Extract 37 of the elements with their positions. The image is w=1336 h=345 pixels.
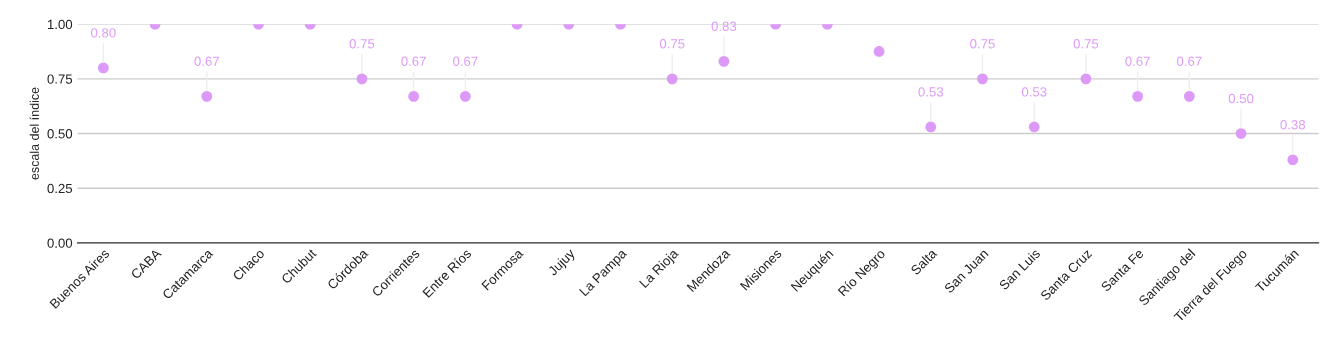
data-label: 0.75 xyxy=(1073,39,1099,49)
data-label: 0.67 xyxy=(401,56,426,66)
point xyxy=(1235,128,1247,139)
y-tick-label: 0.50 xyxy=(47,129,73,139)
data-label: 0.53 xyxy=(918,87,944,97)
data-label: 0.67 xyxy=(453,56,478,66)
data-label: 0.83 xyxy=(711,21,737,31)
point xyxy=(1080,73,1092,85)
point xyxy=(1183,90,1195,102)
point xyxy=(97,62,109,74)
point xyxy=(1028,121,1040,133)
point xyxy=(977,73,988,85)
y-axis-title: escala del índice xyxy=(29,87,39,180)
point xyxy=(666,73,678,85)
data-label: 0.80 xyxy=(91,28,116,38)
y-tick-label: 0.75 xyxy=(47,74,73,84)
point xyxy=(925,121,937,133)
y-tick-label: 0.00 xyxy=(47,238,73,248)
point xyxy=(459,90,471,102)
y-tick-label: 0.25 xyxy=(47,183,73,194)
data-label: 0.75 xyxy=(349,39,375,49)
data-label: 0.53 xyxy=(1021,87,1047,97)
x-tick-label: San Luis xyxy=(998,248,1041,291)
data-label: 0.75 xyxy=(659,39,685,49)
data-label: 0.50 xyxy=(1228,93,1254,104)
point xyxy=(873,46,885,57)
data-label: 0.38 xyxy=(1280,120,1306,130)
data-label: 0.67 xyxy=(194,56,219,66)
point xyxy=(356,73,368,85)
data-label: 0.75 xyxy=(970,39,995,49)
y-tick-label: 1.00 xyxy=(47,19,73,30)
point xyxy=(718,55,730,67)
point xyxy=(201,90,213,102)
point xyxy=(1132,90,1144,102)
point xyxy=(408,90,420,102)
data-label: 0.67 xyxy=(1125,56,1150,66)
data-label: 0.67 xyxy=(1177,56,1202,66)
